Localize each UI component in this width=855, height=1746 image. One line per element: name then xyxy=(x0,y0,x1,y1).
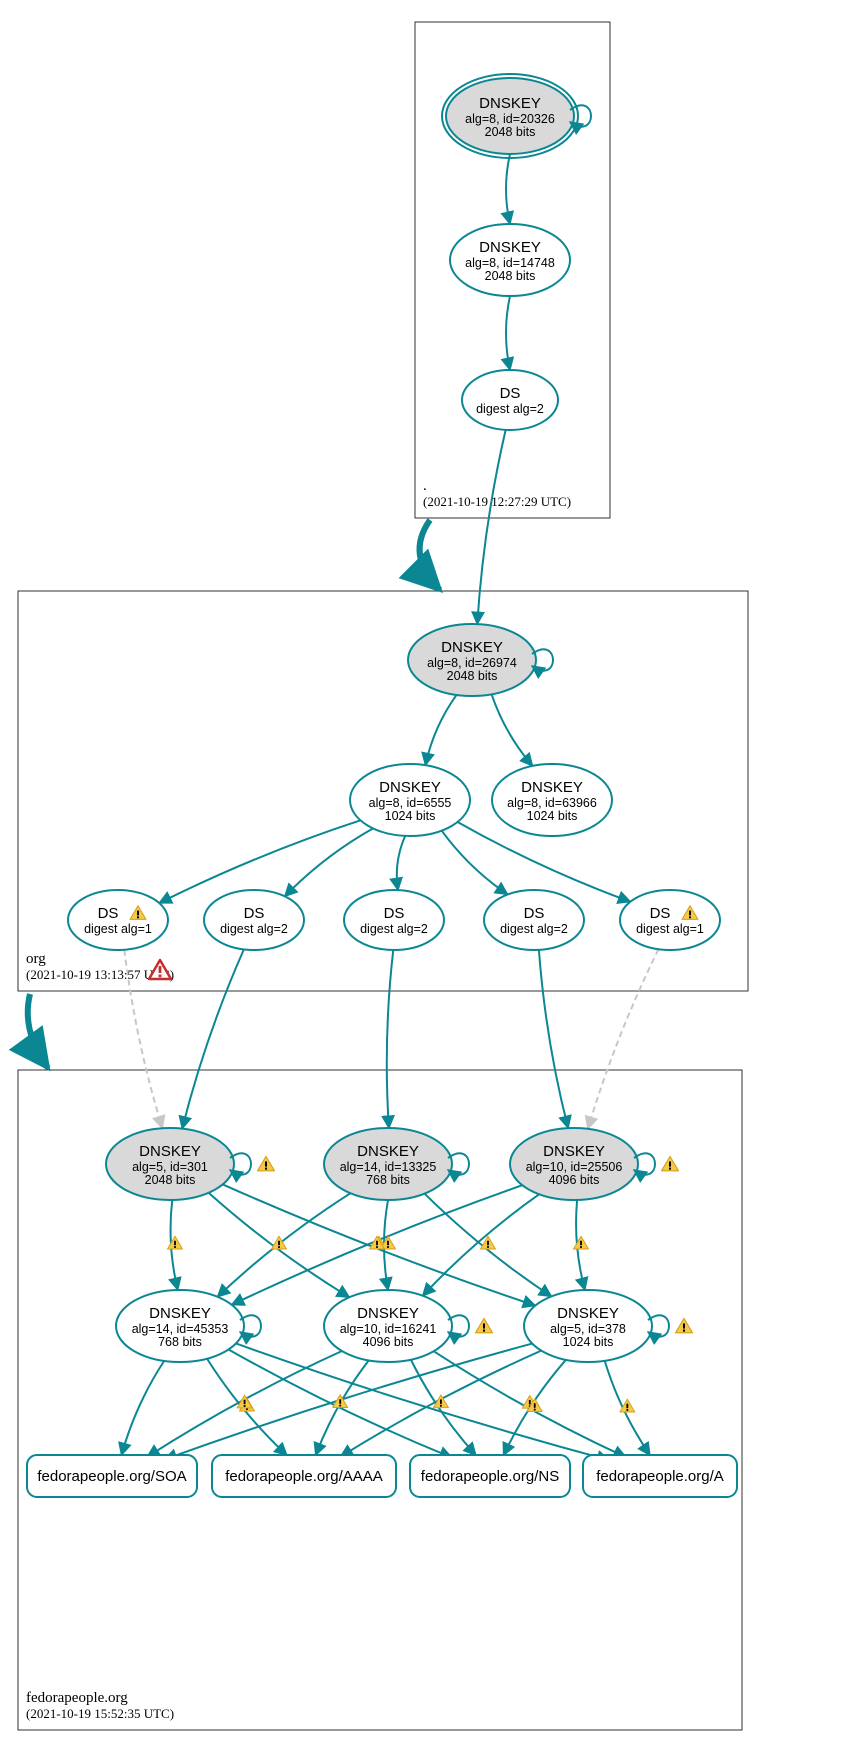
svg-text:fedorapeople.org: fedorapeople.org xyxy=(26,1690,128,1706)
svg-text:DNSKEY: DNSKEY xyxy=(479,239,541,256)
record-r4: fedorapeople.org/A xyxy=(583,1455,737,1497)
svg-text:DS: DS xyxy=(384,905,405,922)
svg-text:digest alg=2: digest alg=2 xyxy=(500,922,568,936)
svg-text:768 bits: 768 bits xyxy=(366,1173,410,1187)
svg-text:4096 bits: 4096 bits xyxy=(363,1335,414,1349)
svg-text:DNSKEY: DNSKEY xyxy=(543,1143,605,1160)
node-n10: DSdigest alg=2 xyxy=(484,890,584,950)
svg-text:alg=14, id=13325: alg=14, id=13325 xyxy=(340,1160,437,1174)
record-r2: fedorapeople.org/AAAA xyxy=(212,1455,396,1497)
node-n6: DNSKEYalg=8, id=639661024 bits xyxy=(492,764,612,836)
svg-text:alg=8, id=6555: alg=8, id=6555 xyxy=(369,796,452,810)
node-n11: DSdigest alg=1 xyxy=(620,890,720,950)
dnssec-graph: DNSKEYalg=8, id=203262048 bitsDNSKEYalg=… xyxy=(0,0,855,1746)
svg-text:DS: DS xyxy=(524,905,545,922)
node-n17: DNSKEYalg=5, id=3781024 bits xyxy=(524,1290,669,1362)
node-n2: DNSKEYalg=8, id=147482048 bits xyxy=(450,224,570,296)
svg-text:fedorapeople.org/SOA: fedorapeople.org/SOA xyxy=(37,1468,186,1485)
svg-text:DNSKEY: DNSKEY xyxy=(521,779,583,796)
node-n1: DNSKEYalg=8, id=203262048 bits xyxy=(442,74,591,158)
svg-text:DNSKEY: DNSKEY xyxy=(479,95,541,112)
node-n12: DNSKEYalg=5, id=3012048 bits xyxy=(106,1128,251,1200)
svg-text:digest alg=1: digest alg=1 xyxy=(636,922,704,936)
node-n16: DNSKEYalg=10, id=162414096 bits xyxy=(324,1290,469,1362)
svg-text:org: org xyxy=(26,951,46,967)
svg-text:alg=10, id=25506: alg=10, id=25506 xyxy=(526,1160,623,1174)
svg-text:digest alg=2: digest alg=2 xyxy=(476,402,544,416)
svg-text:DS: DS xyxy=(650,905,671,922)
svg-text:DS: DS xyxy=(244,905,265,922)
svg-text:DNSKEY: DNSKEY xyxy=(149,1305,211,1322)
svg-text:DNSKEY: DNSKEY xyxy=(139,1143,201,1160)
svg-text:digest alg=2: digest alg=2 xyxy=(360,922,428,936)
svg-text:fedorapeople.org/A: fedorapeople.org/A xyxy=(596,1468,724,1485)
svg-text:digest alg=2: digest alg=2 xyxy=(220,922,288,936)
node-n4: DNSKEYalg=8, id=269742048 bits xyxy=(408,624,553,696)
svg-text:digest alg=1: digest alg=1 xyxy=(84,922,152,936)
record-r1: fedorapeople.org/SOA xyxy=(27,1455,197,1497)
svg-text:alg=5, id=378: alg=5, id=378 xyxy=(550,1322,626,1336)
svg-text:DNSKEY: DNSKEY xyxy=(357,1143,419,1160)
svg-text:fedorapeople.org/NS: fedorapeople.org/NS xyxy=(421,1468,559,1485)
record-r3: fedorapeople.org/NS xyxy=(410,1455,570,1497)
node-n13: DNSKEYalg=14, id=13325768 bits xyxy=(324,1128,469,1200)
svg-text:alg=14, id=45353: alg=14, id=45353 xyxy=(132,1322,229,1336)
svg-text:1024 bits: 1024 bits xyxy=(563,1335,614,1349)
svg-text:1024 bits: 1024 bits xyxy=(527,809,578,823)
svg-text:alg=8, id=63966: alg=8, id=63966 xyxy=(507,796,597,810)
svg-text:DNSKEY: DNSKEY xyxy=(441,639,503,656)
node-n14: DNSKEYalg=10, id=255064096 bits xyxy=(510,1128,655,1200)
svg-text:2048 bits: 2048 bits xyxy=(447,669,498,683)
svg-text:DNSKEY: DNSKEY xyxy=(557,1305,619,1322)
node-n5: DNSKEYalg=8, id=65551024 bits xyxy=(350,764,470,836)
svg-text:alg=8, id=20326: alg=8, id=20326 xyxy=(465,112,555,126)
svg-text:2048 bits: 2048 bits xyxy=(485,269,536,283)
svg-text:DS: DS xyxy=(500,385,521,402)
svg-text:alg=8, id=14748: alg=8, id=14748 xyxy=(465,256,555,270)
svg-text:1024 bits: 1024 bits xyxy=(385,809,436,823)
svg-text:2048 bits: 2048 bits xyxy=(485,125,536,139)
node-n3: DSdigest alg=2 xyxy=(462,370,558,430)
node-n7: DSdigest alg=1 xyxy=(68,890,168,950)
svg-text:alg=10, id=16241: alg=10, id=16241 xyxy=(340,1322,437,1336)
svg-text:2048 bits: 2048 bits xyxy=(145,1173,196,1187)
svg-text:DS: DS xyxy=(98,905,119,922)
svg-text:DNSKEY: DNSKEY xyxy=(357,1305,419,1322)
svg-text:alg=8, id=26974: alg=8, id=26974 xyxy=(427,656,517,670)
svg-text:.: . xyxy=(423,478,427,494)
svg-text:4096 bits: 4096 bits xyxy=(549,1173,600,1187)
svg-text:(2021-10-19 15:52:35 UTC): (2021-10-19 15:52:35 UTC) xyxy=(26,1706,174,1721)
node-n9: DSdigest alg=2 xyxy=(344,890,444,950)
svg-text:(2021-10-19 12:27:29 UTC): (2021-10-19 12:27:29 UTC) xyxy=(423,494,571,509)
svg-text:768 bits: 768 bits xyxy=(158,1335,202,1349)
svg-text:fedorapeople.org/AAAA: fedorapeople.org/AAAA xyxy=(225,1468,383,1485)
svg-text:alg=5, id=301: alg=5, id=301 xyxy=(132,1160,208,1174)
node-n8: DSdigest alg=2 xyxy=(204,890,304,950)
svg-text:DNSKEY: DNSKEY xyxy=(379,779,441,796)
